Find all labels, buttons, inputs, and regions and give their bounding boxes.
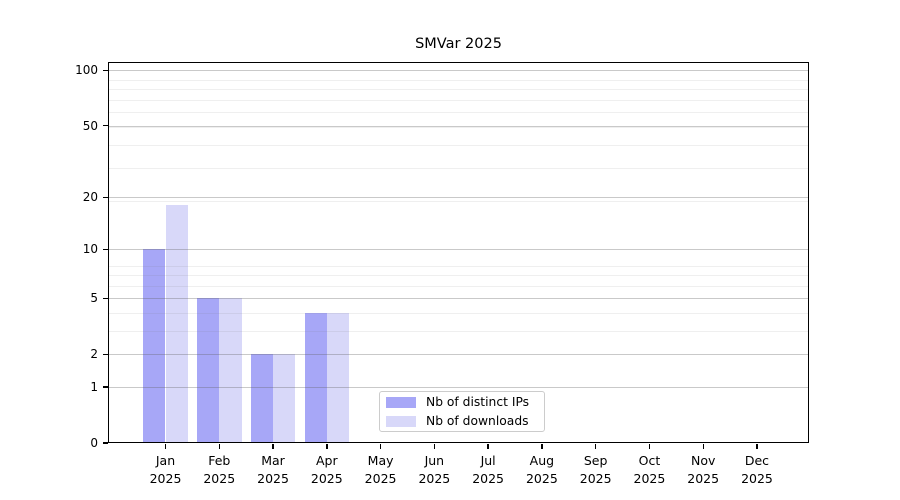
bar-ips-apr [304,313,327,443]
bar-downloads-jan [165,205,188,443]
legend-label: Nb of downloads [426,414,529,428]
y-tick-mark [103,297,108,300]
y-tick-mark [103,386,108,388]
bar-downloads-feb [219,298,242,443]
major-gridline [108,197,809,199]
x-axis-label: Jun 2025 [418,453,451,486]
legend-entry: Nb of downloads [386,414,544,428]
minor-gridline [108,275,809,277]
bar-downloads-apr [326,313,350,443]
x-tick-mark [648,444,651,449]
minor-gridline [108,201,809,203]
x-axis-label: Nov 2025 [687,453,720,486]
y-axis-label: 100 [75,63,98,78]
major-gridline [108,125,809,127]
legend-label: Nb of distinct IPs [426,395,530,409]
x-tick-mark [218,444,220,449]
y-tick-mark [103,69,108,72]
bar-ips-jan [143,249,166,443]
plot-area [108,62,809,443]
minor-gridline [108,331,809,333]
x-tick-mark [272,444,274,449]
x-axis-label: Mar 2025 [257,453,289,486]
chart-title: SMVar 2025 [415,36,502,52]
x-tick-mark [594,444,597,449]
bar-downloads-mar [273,354,296,443]
x-tick-mark [326,444,328,449]
major-gridline [108,298,809,300]
minor-gridline [108,285,809,287]
legend-entry: Nb of distinct IPs [386,395,544,409]
x-tick-mark [487,444,489,449]
x-tick-mark [433,444,436,449]
minor-gridline [108,168,809,170]
bar-ips-mar [250,354,274,443]
legend: Nb of distinct IPs Nb of downloads [379,391,545,432]
y-tick-mark [103,124,108,127]
major-gridline [108,249,809,251]
minor-gridline [108,100,809,101]
y-axis-label: 20 [82,190,98,205]
y-tick-mark [103,442,108,444]
distinct-ips-swatch [386,396,416,408]
y-axis-label: 10 [82,242,98,257]
x-tick-mark [164,444,167,449]
x-axis-label: Aug 2025 [525,453,558,486]
bar-ips-feb [196,298,220,443]
minor-gridline [108,89,809,91]
y-axis-label: 5 [90,291,98,306]
x-axis-label: Feb 2025 [203,453,236,486]
minor-gridline [108,112,809,114]
major-gridline [108,387,809,388]
minor-gridline [108,265,809,267]
major-gridline [108,354,809,356]
x-axis-label: Jul 2025 [472,453,505,486]
x-axis-label: Sep 2025 [579,453,612,486]
minor-gridline [108,313,809,315]
minor-gridline [108,79,809,81]
x-axis-label: Oct 2025 [633,453,666,486]
y-tick-mark [103,353,108,355]
minor-gridline [108,127,809,129]
major-gridline [108,70,809,72]
x-tick-mark [756,444,758,449]
x-axis-label: Dec 2025 [741,453,773,486]
x-tick-mark [379,444,382,449]
y-axis-label: 1 [90,380,98,395]
x-axis-label: Apr 2025 [310,453,343,486]
x-tick-mark [541,444,543,449]
y-axis-label: 2 [90,347,98,362]
x-tick-mark [702,444,704,449]
y-tick-mark [103,248,108,251]
x-axis-label: Jan 2025 [149,453,182,486]
y-tick-mark [103,196,108,198]
downloads-swatch [386,415,416,427]
minor-gridline [108,145,809,147]
y-axis-label: 0 [90,436,98,450]
x-axis-label: May 2025 [364,453,397,486]
y-axis-label: 50 [82,118,98,133]
